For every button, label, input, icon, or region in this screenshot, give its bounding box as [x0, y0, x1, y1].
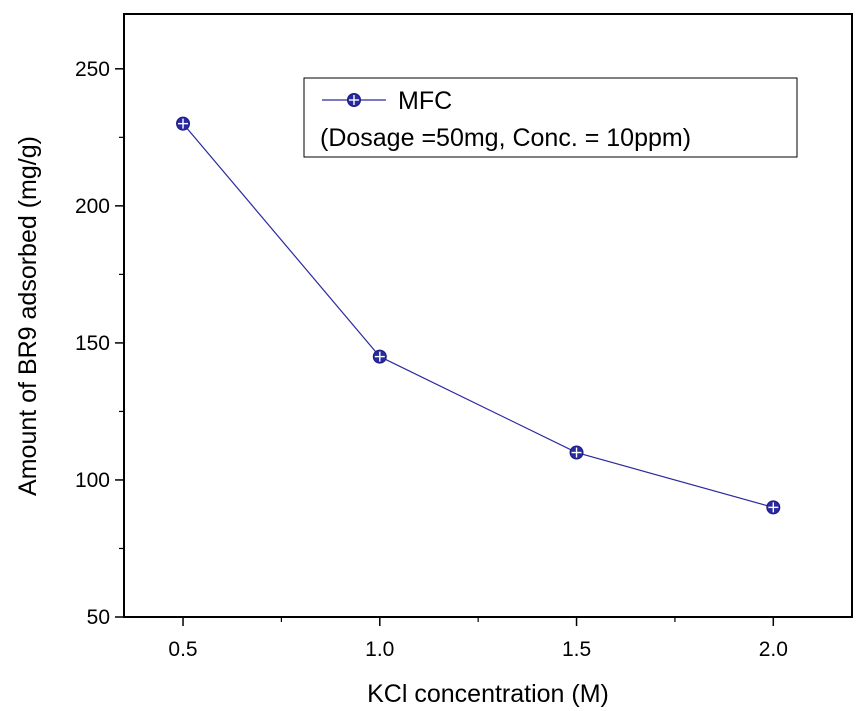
data-point — [372, 349, 387, 364]
legend-marker — [347, 93, 361, 107]
series-mfc — [176, 116, 781, 515]
legend-note: (Dosage =50mg, Conc. = 10ppm) — [320, 124, 691, 152]
y-tick-label: 100 — [75, 469, 110, 492]
data-point — [569, 445, 584, 460]
data-point — [766, 500, 781, 515]
legend-label-mfc: MFC — [398, 87, 452, 115]
y-axis-title: Amount of BR9 adsorbed (mg/g) — [14, 136, 42, 496]
x-tick-label: 0.5 — [168, 638, 197, 661]
x-tick-label: 2.0 — [759, 638, 788, 661]
legend-marker-icon — [347, 93, 361, 107]
y-axis-ticks: 50 100 150 200 250 — [75, 58, 124, 629]
x-tick-label: 1.5 — [562, 638, 591, 661]
legend-box — [303, 77, 798, 158]
y-tick-label: 150 — [75, 332, 110, 355]
y-tick-label: 250 — [75, 58, 110, 81]
x-tick-label: 1.0 — [365, 638, 394, 661]
y-tick-label: 50 — [87, 606, 110, 629]
plot-frame — [123, 13, 853, 618]
x-axis-title: KCl concentration (M) — [367, 680, 609, 708]
y-tick-label: 200 — [75, 195, 110, 218]
legend: MFC (Dosage =50mg, Conc. = 10ppm) — [303, 77, 798, 158]
x-axis-ticks: 0.5 1.0 1.5 2.0 — [168, 617, 788, 661]
series-line-mfc — [182, 123, 774, 508]
data-point — [176, 116, 191, 131]
